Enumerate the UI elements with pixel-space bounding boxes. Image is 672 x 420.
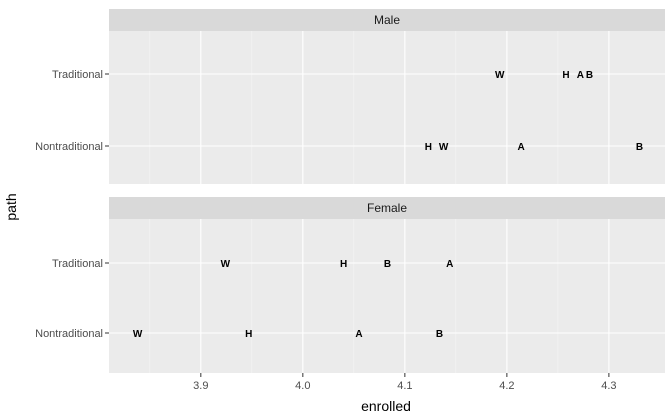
point-b: B: [436, 329, 443, 340]
strip-label-male: Male: [374, 13, 400, 27]
y-tick-label: Nontraditional: [35, 328, 103, 340]
point-b: B: [636, 142, 643, 153]
point-a: A: [518, 142, 525, 153]
point-a: A: [446, 259, 453, 270]
point-h: H: [562, 70, 569, 81]
y-tick-label: Traditional: [52, 69, 103, 81]
point-w: W: [495, 70, 505, 81]
x-tick-label: 3.9: [193, 380, 208, 392]
y-tick-label: Nontraditional: [35, 141, 103, 153]
x-tick-label: 4.3: [601, 380, 616, 392]
y-tick-label: Traditional: [52, 258, 103, 270]
point-w: W: [133, 329, 143, 340]
strip-male: [109, 9, 665, 31]
panel-background: [109, 31, 665, 184]
strip-female: [109, 197, 665, 219]
x-axis-title: enrolled: [361, 398, 411, 414]
point-w: W: [439, 142, 449, 153]
point-h: H: [340, 259, 347, 270]
point-w: W: [221, 259, 231, 270]
point-a: A: [577, 70, 584, 81]
strip-label-female: Female: [367, 201, 407, 215]
point-h: H: [425, 142, 432, 153]
x-tick-label: 4.0: [295, 380, 310, 392]
x-tick-label: 4.1: [397, 380, 412, 392]
point-b: B: [586, 70, 593, 81]
point-h: H: [245, 329, 252, 340]
point-b: B: [384, 259, 391, 270]
point-a: A: [355, 329, 362, 340]
y-axis-title: path: [3, 193, 19, 220]
panel-background: [109, 219, 665, 373]
x-tick-label: 4.2: [499, 380, 514, 392]
